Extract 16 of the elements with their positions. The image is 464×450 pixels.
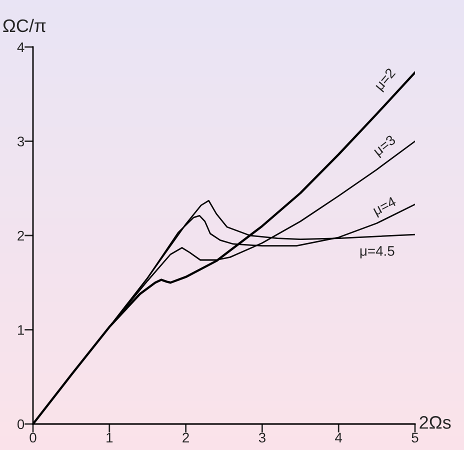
x-tick-label: 4 xyxy=(335,432,342,442)
text: μ=4 xyxy=(372,196,398,218)
text: μ=3 xyxy=(372,134,398,158)
y-tick-label: 3 xyxy=(17,136,24,146)
x-tick-label: 1 xyxy=(106,432,113,442)
y-tick-label: 1 xyxy=(18,325,24,335)
y-tick-label: 0 xyxy=(17,419,24,430)
x-axis-title: 2Ωs xyxy=(420,416,451,429)
x-tick-label: 2 xyxy=(182,432,189,442)
y-tick-label: 2 xyxy=(18,230,24,241)
x-tick-label: 3 xyxy=(258,432,266,443)
x-tick-label: 0 xyxy=(30,432,36,443)
series-label: μ=4.5 xyxy=(360,246,394,258)
y-axis-title: ΩC/π xyxy=(3,18,46,32)
x-tick-label: 5 xyxy=(412,432,418,443)
y-tick-label: 4 xyxy=(17,42,24,52)
